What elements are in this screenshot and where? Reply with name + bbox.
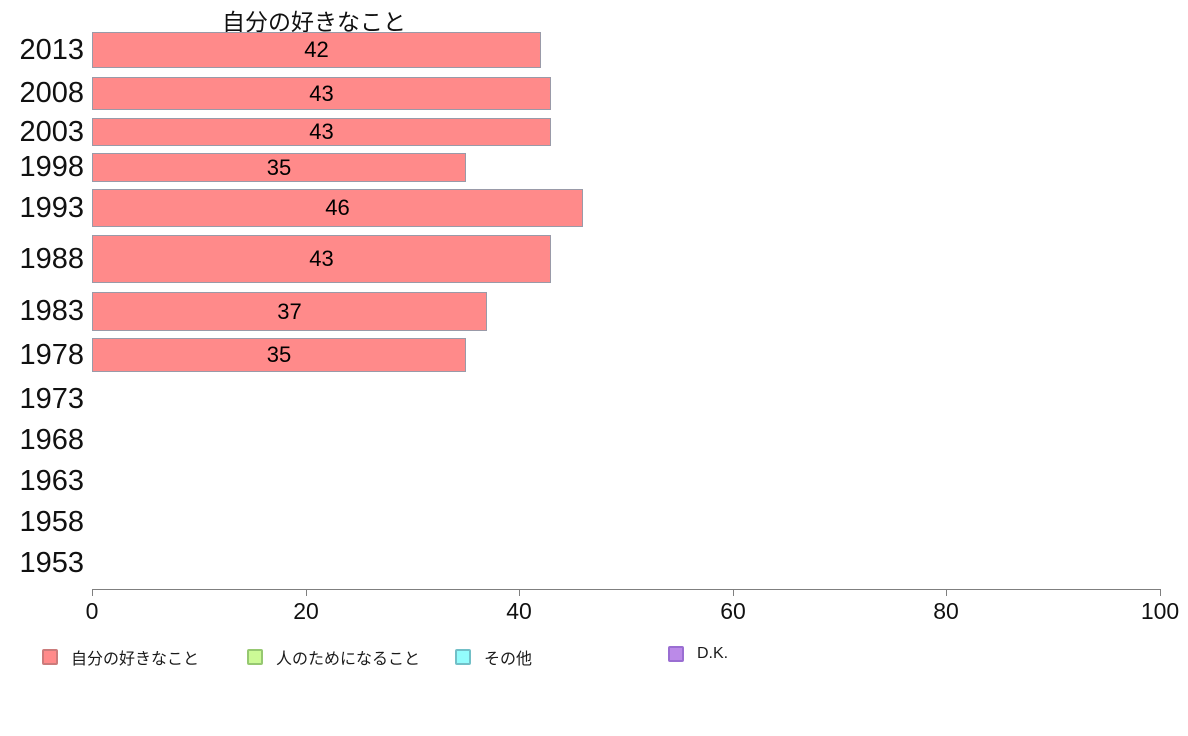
legend-label: 自分の好きなこと [71, 651, 200, 668]
y-axis-label: 2013 [19, 34, 84, 66]
x-axis-tick [1160, 589, 1161, 596]
bar-1983: 37 [92, 292, 487, 331]
chart-title: 自分の好きなこと [222, 9, 406, 35]
bar-2013: 42 [92, 32, 541, 68]
y-axis-label: 1993 [19, 192, 84, 224]
bar-value-label: 43 [309, 119, 334, 144]
bar-value-label: 43 [309, 80, 334, 106]
x-axis-tick-label: 0 [85, 598, 99, 624]
legend-label: D.K. [697, 645, 729, 662]
legend-item-4[interactable]: D.K. [668, 645, 728, 663]
x-axis-tick [519, 589, 520, 596]
y-axis-label: 2003 [19, 116, 84, 148]
bar-2008: 43 [92, 77, 551, 110]
y-axis-label: 1988 [19, 243, 84, 275]
legend-item-2[interactable]: 人のためになること [247, 645, 420, 669]
bar-value-label: 46 [325, 195, 350, 220]
bar-value-label: 35 [266, 342, 292, 367]
y-axis-label: 1953 [19, 547, 84, 579]
legend-swatch-icon [455, 649, 471, 665]
legend-item-1[interactable]: 自分の好きなこと [42, 645, 199, 669]
legend-label: その他 [484, 651, 533, 668]
legend-swatch-icon [668, 646, 684, 662]
bar-value-label: 35 [266, 154, 292, 180]
x-axis-tick-label: 20 [293, 598, 319, 624]
x-axis-tick [733, 589, 734, 596]
y-axis-label: 1958 [19, 506, 84, 538]
y-axis-label: 1998 [19, 151, 84, 183]
bar-value-label: 42 [304, 37, 329, 62]
y-axis-label: 1983 [19, 295, 84, 327]
x-axis-tick [92, 589, 93, 596]
y-axis-label: 1963 [19, 465, 84, 497]
legend-item-3[interactable]: その他 [455, 645, 532, 669]
x-axis-tick-label: 40 [506, 598, 532, 624]
x-axis-tick [306, 589, 307, 596]
legend-swatch-icon [247, 649, 263, 665]
bar-2003: 43 [92, 118, 551, 146]
y-axis-label: 1968 [19, 424, 84, 456]
y-axis-label: 1973 [19, 383, 84, 415]
bar-value-label: 43 [309, 246, 334, 271]
x-axis-tick-label: 60 [720, 598, 746, 624]
y-axis-label: 2008 [19, 77, 84, 109]
legend-label: 人のためになること [276, 651, 421, 668]
bar-1988: 43 [92, 235, 551, 283]
y-axis-label: 1978 [19, 339, 84, 371]
bar-1998: 35 [92, 153, 466, 182]
bar-1978: 35 [92, 338, 466, 372]
bar-1993: 46 [92, 189, 583, 227]
legend-swatch-icon [42, 649, 58, 665]
x-axis-line [92, 589, 1160, 590]
x-axis-tick-label: 100 [1140, 598, 1180, 624]
bar-value-label: 37 [277, 298, 302, 324]
x-axis-tick-label: 80 [933, 598, 959, 624]
x-axis-tick [946, 589, 947, 596]
